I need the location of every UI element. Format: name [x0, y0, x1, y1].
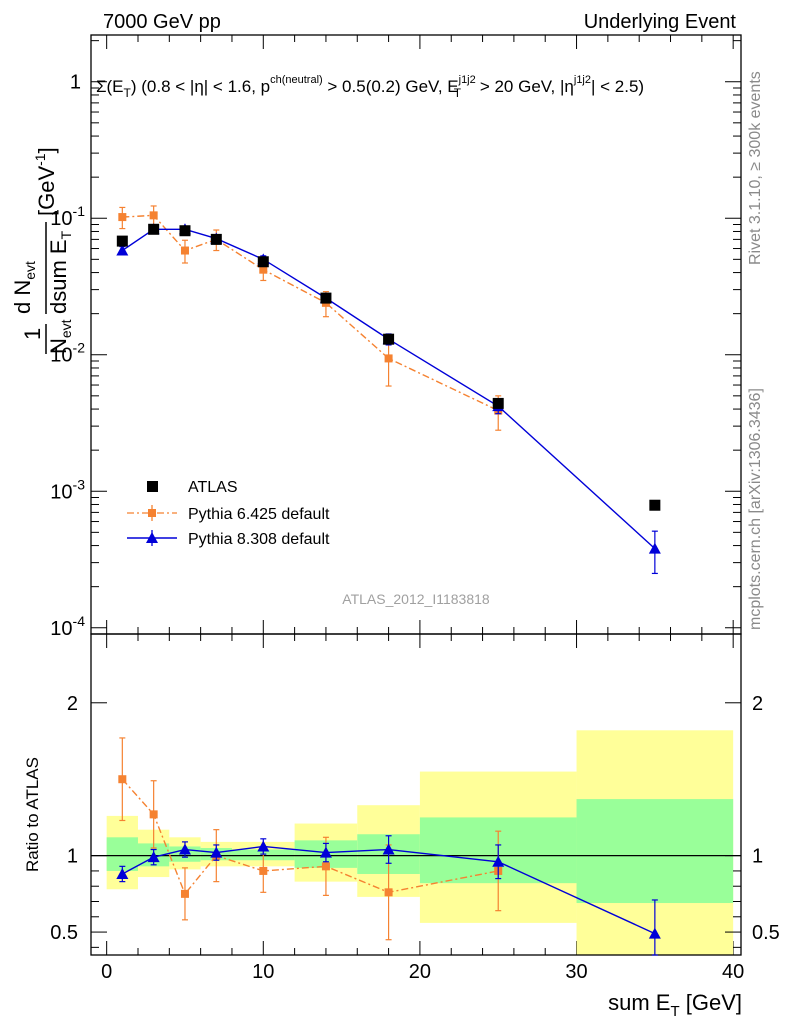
ratio-pythia8-point [382, 843, 395, 855]
y-tick-label: 10-2 [50, 340, 85, 367]
pythia8-point [116, 244, 129, 256]
ratio-pythia6-point [384, 888, 393, 897]
x-tick-label: 20 [409, 961, 431, 983]
ratio-y-tick-label-right: 1 [752, 846, 763, 868]
atlas-point [210, 233, 222, 245]
atlas-point [649, 499, 661, 511]
svg-text:1: 1 [20, 328, 45, 340]
ratio-pythia6-point [149, 810, 158, 819]
y-tick-label: 10-1 [50, 203, 85, 230]
atlas-point [148, 223, 160, 235]
ratio-pythia8-point [116, 867, 129, 879]
pythia8-line [121, 228, 656, 550]
y-tick-label: 10-3 [50, 476, 85, 503]
ratio-pythia8-point [147, 851, 160, 863]
legend-pythia8: Pythia 8.308 default [188, 531, 330, 548]
atlas-point [492, 397, 504, 409]
ratio-y-tick-label-left: 2 [67, 693, 78, 715]
atlas-point [383, 333, 395, 345]
pythia6-point [259, 265, 268, 274]
atlas-point [179, 225, 191, 237]
legend-atlas-marker [147, 481, 158, 492]
ratio-pythia6-point [118, 775, 127, 784]
x-tick-label: 30 [565, 961, 587, 983]
plot-title: Σ(ET) (0.8 < |η| < 1.6, pch(neutral) > 0… [96, 74, 644, 100]
pythia6-point [149, 211, 158, 220]
ratio-frame [90, 633, 742, 956]
ratio-pythia8-point [648, 927, 661, 939]
analysis-id: ATLAS_2012_I1183818 [342, 591, 490, 607]
ratio-pythia6-line [121, 778, 499, 896]
mcplots-label: mcplots.cern.ch [arXiv:1306.3436] [747, 388, 764, 630]
ratio-pythia8-point [319, 846, 332, 858]
header-right: Underlying Event [584, 11, 737, 33]
x-tick-label: 10 [252, 961, 274, 983]
svg-text:[GeV-1]: [GeV-1] [32, 147, 59, 216]
atlas-point [257, 256, 269, 268]
header-left: 7000 GeV pp [103, 11, 221, 33]
ratio-pythia8-point [210, 846, 223, 858]
y-tick-label: 1 [70, 72, 81, 94]
main-y-axis-label: 1 Nevt d Nevt dsum ET [GeV-1] [10, 147, 74, 354]
pythia6-point [384, 354, 393, 363]
ratio-pythia8-point [257, 840, 270, 852]
svg-text:d Nevt: d Nevt [10, 261, 38, 314]
pythia8-point [648, 542, 661, 554]
x-tick-label: 40 [722, 961, 744, 983]
ratio-y-tick-label-left: 0.5 [50, 922, 78, 944]
atlas-point [116, 235, 128, 247]
ratio-y-tick-label-right: 2 [752, 693, 763, 715]
pythia6-line [122, 214, 499, 412]
ratio-band-inner [106, 837, 138, 871]
legend-atlas: ATLAS [188, 479, 238, 496]
main-plot: 1 10-1 10-2 10-3 10-4 [50, 34, 742, 955]
svg-text:Nevt: Nevt [46, 319, 74, 354]
x-axis-label: sum ET [GeV] [608, 990, 742, 1020]
svg-text:dsum ET: dsum ET [46, 230, 74, 314]
ratio-y-axis-label: Ratio to ATLAS [23, 757, 42, 872]
ratio-band-inner [576, 799, 734, 904]
legend: ATLAS Pythia 6.425 default Pythia 8.308 … [127, 479, 330, 548]
rivet-version-label: Rivet 3.1.10, ≥ 300k events [747, 71, 764, 265]
atlas-point [320, 292, 332, 304]
ratio-pythia6-point [321, 862, 330, 871]
ratio-y-tick-label-right: 0.5 [752, 922, 780, 944]
ratio-pythia8-point [492, 855, 505, 867]
legend-pythia6: Pythia 6.425 default [188, 506, 330, 523]
ratio-plot: 0 10 20 30 40 0.5 0.5 1 1 2 2 [50, 633, 780, 983]
x-tick-label: 0 [101, 961, 112, 983]
legend-pythia6-marker [148, 509, 156, 517]
y-tick-label: 10-4 [50, 613, 85, 640]
ratio-pythia6-point [259, 866, 268, 875]
ratio-y-tick-label-left: 1 [67, 846, 78, 868]
pythia6-point [180, 246, 189, 255]
legend-pythia8-marker [146, 532, 158, 543]
ratio-pythia8-point [178, 843, 191, 855]
ratio-pythia6-point [180, 889, 189, 898]
pythia6-point [118, 213, 127, 222]
